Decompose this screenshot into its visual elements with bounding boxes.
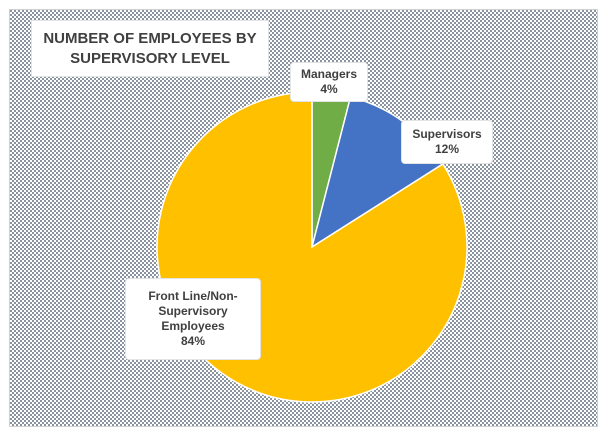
chart-title-line-1: NUMBER OF EMPLOYEES BY <box>43 30 257 47</box>
slice-label-name: Managers <box>300 67 358 81</box>
slice-label-percent: 84% <box>180 334 206 348</box>
slice-label-supervisors: Supervisors 12% <box>401 120 493 164</box>
slice-label-front-line-employees: Front Line/Non- Supervisory Employees 84… <box>125 278 261 360</box>
slice-label-name-line-2: Supervisory <box>158 304 228 318</box>
slice-label-name-line-3: Employees <box>161 319 225 333</box>
slice-label-percent: 4% <box>320 82 338 96</box>
chart-title-line-2: SUPERVISORY LEVEL <box>70 50 230 67</box>
chart-area: NUMBER OF EMPLOYEES BY SUPERVISORY LEVEL… <box>9 9 598 427</box>
slice-label-managers: Managers 4% <box>290 62 368 102</box>
slice-label-name-line-1: Front Line/Non- <box>148 289 238 303</box>
slice-label-percent: 12% <box>434 142 460 156</box>
chart-title: NUMBER OF EMPLOYEES BY SUPERVISORY LEVEL <box>31 20 269 77</box>
slice-label-name: Supervisors <box>412 127 482 141</box>
